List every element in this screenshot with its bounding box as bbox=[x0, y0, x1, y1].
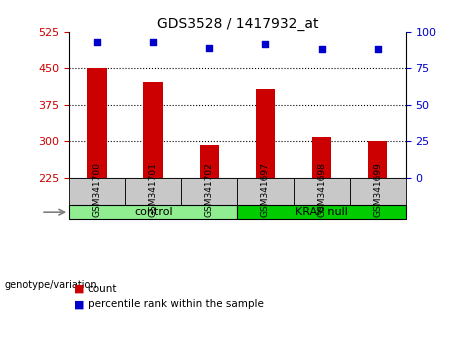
Bar bbox=[88, 68, 107, 178]
Text: GSM341702: GSM341702 bbox=[205, 162, 214, 217]
Text: control: control bbox=[134, 207, 172, 217]
Point bbox=[94, 39, 101, 45]
FancyBboxPatch shape bbox=[349, 178, 406, 205]
Text: GSM341698: GSM341698 bbox=[317, 162, 326, 217]
Point bbox=[318, 46, 325, 52]
Text: GSM341697: GSM341697 bbox=[261, 162, 270, 217]
Text: GSM341699: GSM341699 bbox=[373, 162, 382, 217]
Text: ■: ■ bbox=[74, 299, 84, 309]
Text: percentile rank within the sample: percentile rank within the sample bbox=[88, 299, 264, 309]
FancyBboxPatch shape bbox=[125, 178, 181, 205]
Point bbox=[262, 41, 269, 46]
FancyBboxPatch shape bbox=[181, 178, 237, 205]
FancyBboxPatch shape bbox=[294, 178, 349, 205]
Bar bbox=[200, 145, 219, 178]
Point bbox=[206, 45, 213, 51]
Point bbox=[374, 46, 381, 52]
Text: count: count bbox=[88, 284, 117, 293]
FancyBboxPatch shape bbox=[69, 205, 237, 219]
Bar bbox=[368, 141, 387, 178]
FancyBboxPatch shape bbox=[237, 178, 294, 205]
FancyBboxPatch shape bbox=[237, 205, 406, 219]
Text: GSM341701: GSM341701 bbox=[149, 162, 158, 217]
Text: genotype/variation: genotype/variation bbox=[5, 280, 97, 290]
Text: KRAP null: KRAP null bbox=[295, 207, 348, 217]
Bar bbox=[143, 82, 163, 178]
Text: ■: ■ bbox=[74, 284, 84, 293]
Bar bbox=[312, 137, 331, 178]
FancyBboxPatch shape bbox=[69, 178, 125, 205]
Bar bbox=[256, 89, 275, 178]
Point bbox=[149, 39, 157, 45]
Title: GDS3528 / 1417932_at: GDS3528 / 1417932_at bbox=[157, 17, 318, 31]
Text: GSM341700: GSM341700 bbox=[93, 162, 102, 217]
